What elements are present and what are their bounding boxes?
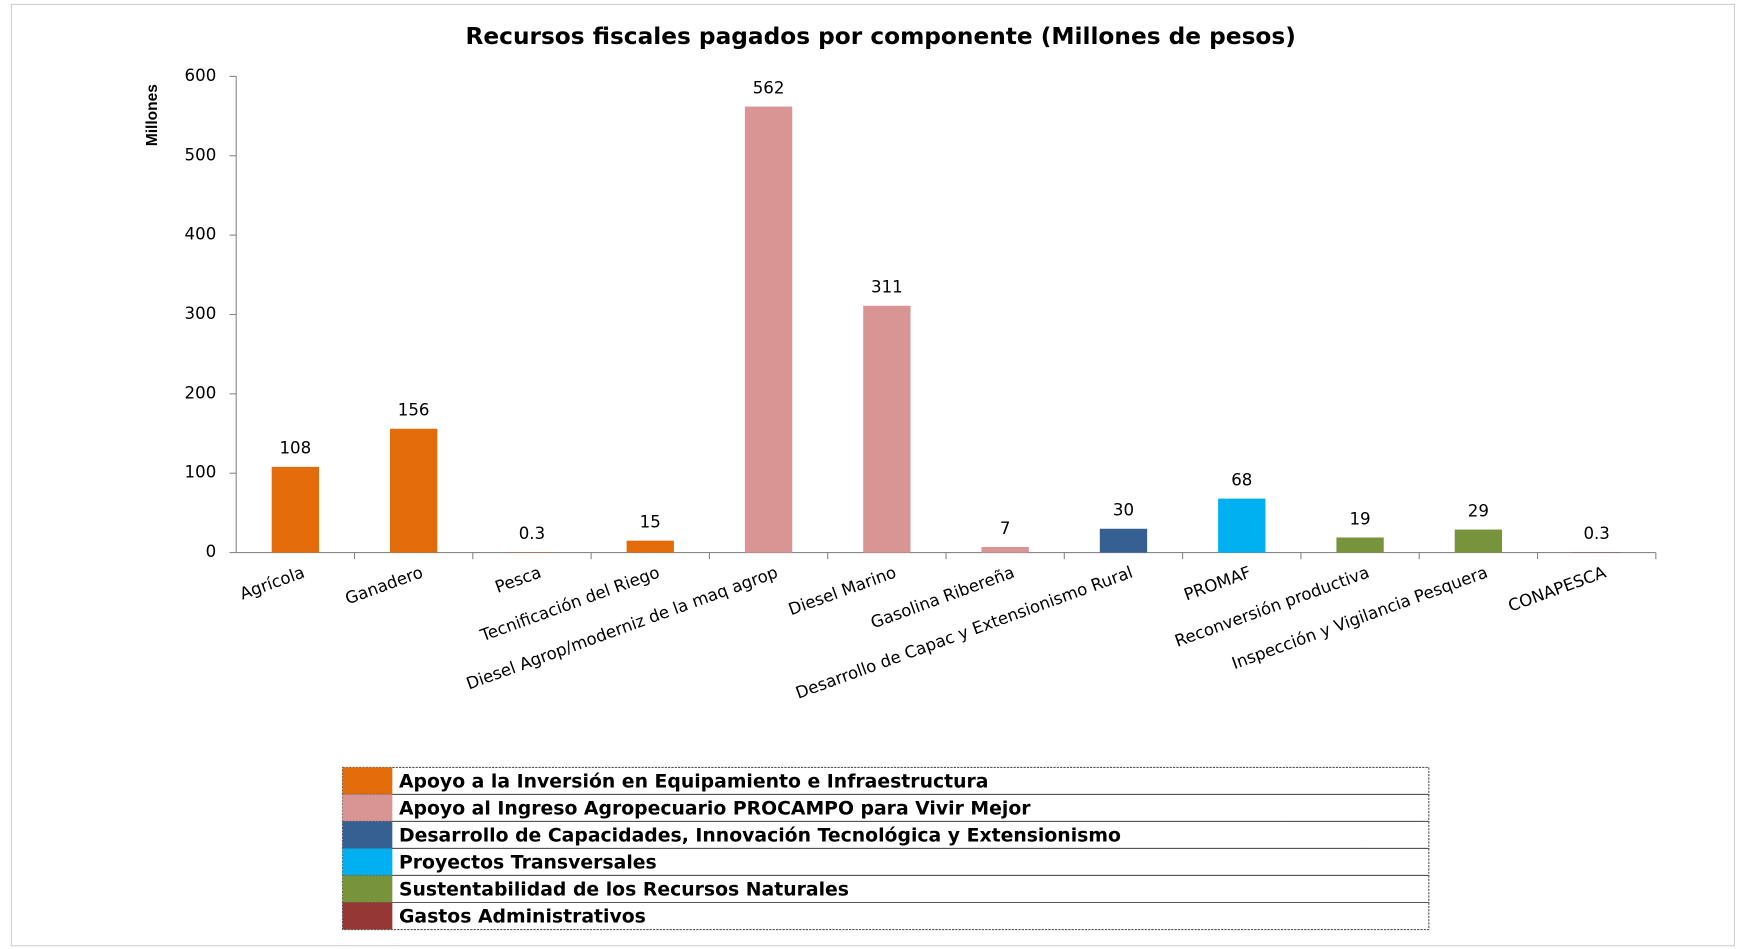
legend-label: Desarrollo de Capacidades, Innovación Te… [399,826,1121,847]
bar [271,466,320,553]
legend-label: Apoyo a la Inversión en Equipamiento e I… [399,772,989,793]
value-label: 30 [1113,501,1134,520]
bar [863,305,911,553]
value-label: 562 [753,78,785,97]
chart-title: Recursos fiscales pagados por componente… [466,23,1296,50]
bar [1454,529,1503,553]
x-tick-label: PROMAF [1181,563,1253,605]
value-label: 156 [398,401,430,420]
bar [389,428,438,553]
y-tick-label: 100 [185,463,217,482]
y-axis-label: Millones [144,84,161,146]
y-tick-label: 200 [185,383,217,402]
y-tick-label: 300 [185,304,217,323]
y-tick-label: 0 [206,542,217,561]
legend-swatch [342,902,393,930]
legend-label: Apoyo al Ingreso Agropecuario PROCAMPO p… [399,799,1031,820]
legend-label: Sustentabilidad de los Recursos Naturale… [399,880,849,901]
x-tick-label: CONAPESCA [1506,562,1609,615]
bar [1099,528,1148,553]
value-label: 0.3 [519,524,545,543]
value-label: 108 [280,439,312,458]
y-tick-label: 400 [185,225,217,244]
value-label: 15 [640,512,661,531]
legend-label: Gastos Administrativos [399,907,646,928]
value-label: 19 [1350,509,1371,528]
bar [981,547,1029,553]
x-tick-label: Reconversión productiva [1172,563,1372,651]
x-tick-label: Pesca [492,563,543,597]
legend-swatch [342,767,393,795]
bar [1218,498,1266,553]
bar [626,540,674,553]
x-tick-label: Agrícola [237,563,307,604]
value-label: 68 [1231,470,1252,489]
legend-swatch [342,794,393,822]
x-tick-label: Ganadero [343,563,426,609]
value-label: 7 [1000,519,1011,538]
legend-swatch [342,848,393,876]
value-label: 29 [1468,501,1489,520]
y-tick-label: 600 [185,66,217,85]
legend-swatch [342,821,393,849]
bar [1336,537,1384,553]
value-label: 311 [871,278,903,297]
y-tick-label: 500 [185,145,217,164]
legend-swatch [342,875,393,903]
value-label: 0.3 [1583,524,1609,543]
frame [10,3,1736,947]
bar [744,106,793,553]
legend-label: Proyectos Transversales [399,853,657,874]
